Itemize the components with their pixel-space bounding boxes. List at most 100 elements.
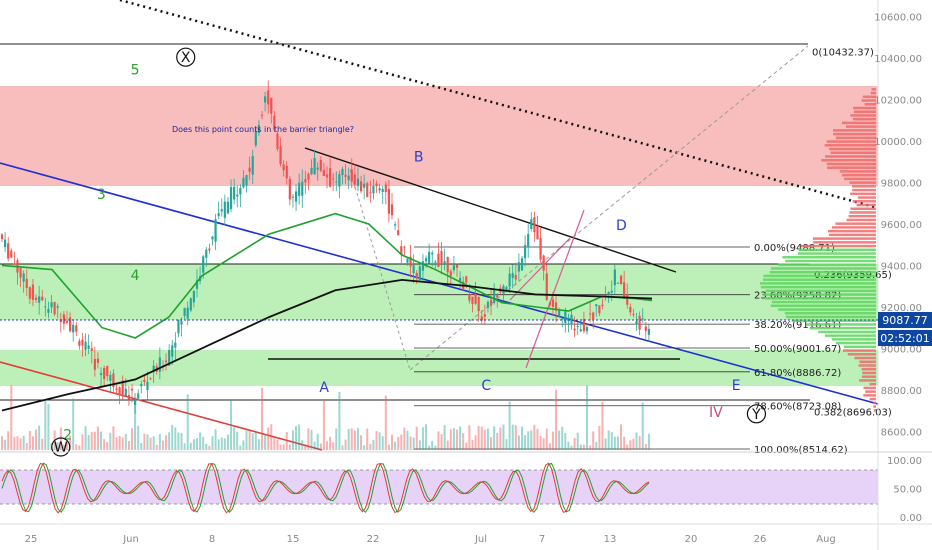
price-tick-label: 9000.00 [881, 344, 922, 355]
wave-label: Y [751, 407, 761, 423]
price-tick-label: 10600.00 [874, 13, 922, 24]
volume-profile-bar [826, 162, 876, 166]
volume-bar [4, 439, 7, 450]
candle-body [152, 365, 155, 373]
candle-body [325, 174, 329, 178]
volume-bar [381, 436, 384, 450]
volume-bar [158, 434, 161, 450]
candle-body [629, 306, 632, 313]
volume-bar [25, 443, 28, 450]
volume-bar [366, 428, 369, 450]
volume-bar [298, 424, 301, 450]
fib-label: 38.20%(9116.61) [754, 320, 841, 331]
volume-bar [530, 430, 533, 450]
volume-bar [137, 425, 140, 450]
volume-bar [592, 431, 595, 450]
volume-bar [59, 427, 62, 450]
volume-profile-bar [762, 293, 876, 296]
candle-body [285, 166, 288, 179]
candle-body [381, 189, 384, 192]
volume-bar [199, 432, 202, 450]
candle-body [486, 301, 490, 308]
candle-body [585, 327, 589, 332]
volume-bar [409, 436, 412, 450]
volume-bar [440, 434, 443, 450]
volume-profile-bar [861, 99, 876, 102]
candle-body [75, 325, 78, 332]
volume-bar [391, 434, 393, 450]
volume-bar [517, 435, 520, 450]
time-tick-label: 8 [209, 534, 215, 545]
volume-bar [189, 442, 192, 450]
candle-body [619, 275, 623, 285]
osc-axis[interactable]: 100.00 50.00 0.00 [887, 456, 922, 524]
wave-label: 4 [131, 268, 140, 284]
volume-profile-bar [806, 323, 876, 326]
dotted-trendline[interactable] [119, 0, 879, 210]
candle-body [400, 246, 403, 255]
candle-body [211, 236, 214, 240]
candle-body [588, 313, 592, 315]
candle-body [465, 276, 468, 283]
candle-body [359, 181, 363, 192]
last-price-badge [878, 312, 932, 328]
candle-body [616, 282, 620, 284]
candle-body [551, 299, 555, 307]
volume-bar [493, 426, 496, 450]
candle-body [118, 387, 121, 395]
volume-bar [338, 391, 341, 450]
candle-body [613, 269, 616, 286]
triangle-upper-line[interactable] [304, 147, 677, 273]
candle-body [208, 248, 211, 251]
candle-body [595, 304, 598, 307]
volume-profile-bar [797, 252, 876, 255]
candle-body [434, 261, 437, 263]
candle-body [638, 315, 641, 330]
volume-bar [341, 445, 344, 450]
candle-body [294, 191, 298, 202]
candle-body [143, 379, 146, 382]
volume-bar [533, 424, 536, 450]
volume-bar [434, 445, 437, 450]
volume-bar [462, 433, 465, 450]
volume-profile-bar [869, 382, 876, 386]
volume-bar [502, 424, 505, 450]
candle-body [508, 273, 511, 287]
candle-body [189, 298, 192, 311]
volume-bar [69, 435, 72, 450]
volume-profile-bar [778, 263, 876, 266]
volume-bar [112, 426, 115, 450]
red-trendline[interactable] [0, 361, 323, 451]
candle-body [307, 173, 310, 180]
volume-profile-bar [863, 386, 876, 390]
volume-bar [524, 435, 527, 450]
volume-bar [78, 445, 81, 450]
candle-body [545, 273, 548, 301]
candle-body [421, 261, 425, 271]
fib-label: 100.00%(8514.62) [754, 445, 848, 456]
volume-bar [211, 436, 214, 450]
dashed-b-c[interactable] [349, 169, 411, 371]
candle-body [202, 256, 205, 273]
gray-dashed-channel[interactable] [409, 45, 809, 371]
candle-body [106, 366, 109, 377]
candle-body [47, 308, 50, 313]
volume-bar [567, 441, 570, 450]
time-axis[interactable]: 25 Jun 8 15 22 Jul 7 13 20 26 Aug [25, 534, 836, 545]
volume-bar [582, 444, 585, 450]
candle-body [412, 265, 415, 274]
time-tick-label: 20 [685, 534, 698, 545]
osc-tick-label: 50.00 [893, 485, 922, 496]
volume-profile-bar [824, 144, 876, 147]
pink-channel-a[interactable] [509, 237, 571, 301]
candle-body [437, 253, 440, 267]
price-tick-label: 9400.00 [881, 261, 922, 272]
pink-channel-b[interactable] [525, 209, 585, 369]
price-axis[interactable]: 10600.00 10400.00 10200.00 10000.00 9800.00 9… [874, 13, 922, 439]
candle-body [164, 360, 168, 363]
volume-bar [558, 430, 561, 450]
volume-bar [245, 430, 248, 450]
volume-bar [412, 437, 415, 450]
candle-body [493, 289, 496, 304]
